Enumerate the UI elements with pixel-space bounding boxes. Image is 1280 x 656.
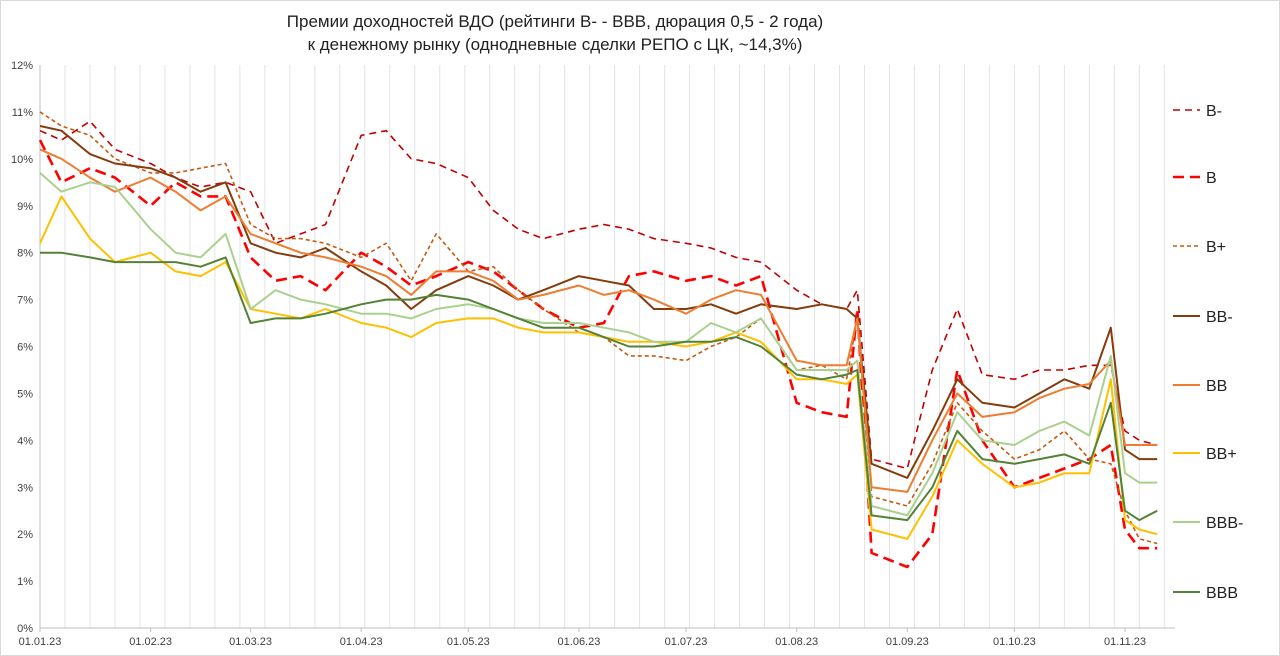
y-tick-label: 6% (17, 342, 33, 354)
x-tick-label: 01.09.23 (886, 636, 929, 648)
legend-label-bplus: B+ (1206, 239, 1226, 256)
y-tick-label: 3% (17, 482, 33, 494)
y-tick-label: 10% (11, 154, 33, 166)
y-tick-label: 7% (17, 295, 33, 307)
x-tick-label: 01.02.23 (129, 636, 172, 648)
series-line-bbminus (39, 125, 1158, 479)
series-line-bbbminus (39, 172, 1158, 517)
legend-label-bb: BB (1206, 378, 1227, 395)
y-tick-label: 2% (17, 529, 33, 541)
series-line-bplus (39, 111, 1158, 545)
x-tick-label: 01.01.23 (19, 636, 62, 648)
x-tick-label: 01.04.23 (340, 636, 383, 648)
y-tick-label: 1% (17, 576, 33, 588)
x-tick-label: 01.08.23 (775, 636, 818, 648)
series-line-bminus (39, 120, 1158, 470)
y-tick-label: 0% (17, 623, 33, 635)
legend-label-bbbminus: BBB- (1206, 515, 1243, 532)
legend-label-b: B (1206, 170, 1217, 187)
x-tick-label: 01.11.23 (1104, 636, 1146, 648)
x-tick-label: 01.05.23 (447, 636, 490, 648)
chart-title: Премии доходностей ВДО (рейтинги B- - BB… (286, 12, 824, 31)
series-line-bb (39, 148, 1158, 493)
y-tick-label: 9% (17, 201, 33, 213)
series-line-b (38, 139, 1158, 569)
series-line-bbb (40, 251, 1158, 522)
legend-label-bbminus: BB- (1206, 309, 1233, 326)
y-tick-label: 4% (17, 435, 33, 447)
x-tick-label: 01.07.23 (665, 636, 708, 648)
y-tick-label: 12% (11, 60, 33, 72)
x-tick-label: 01.06.23 (558, 636, 601, 648)
y-tick-label: 5% (17, 388, 33, 400)
y-tick-label: 11% (12, 107, 33, 119)
x-tick-label: 01.10.23 (993, 636, 1036, 648)
y-tick-label: 8% (17, 248, 33, 260)
x-tick-label: 01.03.23 (229, 636, 272, 648)
legend-label-bbplus: BB+ (1206, 446, 1237, 463)
chart-subtitle: к денежному рынку (однодневные сделки РЕ… (307, 35, 803, 54)
legend-label-bminus: B- (1206, 103, 1222, 120)
legend-label-bbb: BBB (1206, 585, 1238, 602)
